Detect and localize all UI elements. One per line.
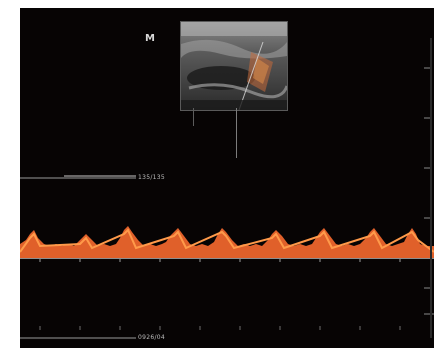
- right-velocity-scale: [424, 67, 434, 315]
- scale-label-bottom: 0926/04: [138, 334, 166, 341]
- bmode-thumbnail: [180, 21, 288, 111]
- right-scale-bar: [430, 38, 432, 338]
- doppler-spectrum: [20, 67, 434, 339]
- probe-orientation-marker-icon: M: [145, 33, 155, 44]
- doppler-cursor-line: [236, 108, 237, 158]
- bmode-image: [181, 22, 287, 110]
- doppler-waveform-highlight: [20, 228, 434, 253]
- time-ticks-bottom: [39, 326, 401, 330]
- left-margin: [0, 0, 20, 348]
- scale-label-top: 135/135: [138, 174, 166, 181]
- doppler-baseline: [20, 258, 434, 259]
- ultrasound-display: M: [20, 8, 434, 348]
- doppler-cursor-line-secondary: [193, 108, 194, 126]
